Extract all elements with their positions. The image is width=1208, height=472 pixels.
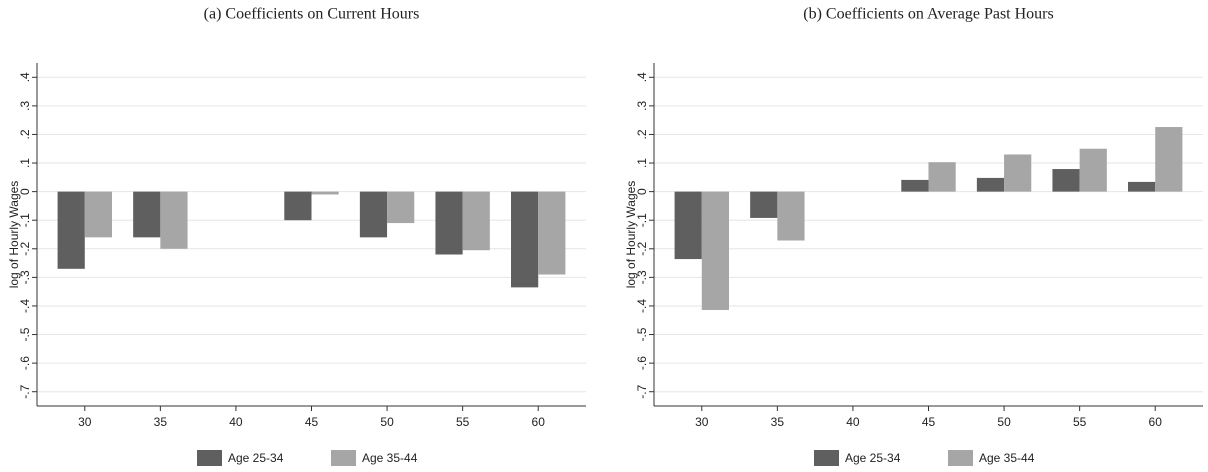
- bar: [1079, 148, 1107, 192]
- y-tick-label: .4: [635, 72, 649, 82]
- legend-swatch: [331, 450, 356, 466]
- y-tick-label: -.2: [635, 241, 649, 255]
- y-tick-label: -.4: [18, 299, 32, 313]
- bar: [750, 191, 778, 218]
- x-tick-label: 50: [997, 415, 1011, 429]
- y-tick-label: -.1: [18, 213, 32, 227]
- bar: [1004, 154, 1032, 192]
- bar: [1128, 181, 1156, 192]
- x-tick-label: 55: [456, 415, 470, 429]
- bar: [387, 191, 415, 224]
- legend-label: Age 25-34: [845, 451, 901, 465]
- legend-label: Age 25-34: [228, 451, 284, 465]
- bar: [976, 177, 1005, 192]
- x-tick-label: 50: [380, 415, 394, 429]
- x-tick-label: 40: [229, 415, 243, 429]
- chart-title: (a) Coefficients on Current Hours: [204, 6, 420, 23]
- y-tick-label: -.5: [635, 327, 649, 341]
- legend-swatch: [197, 450, 222, 466]
- y-axis-label: log of Hourly Wages: [7, 181, 21, 289]
- y-tick-label: -.1: [635, 213, 649, 227]
- x-tick-label: 45: [922, 415, 936, 429]
- y-tick-label: -.2: [18, 241, 32, 255]
- bar: [538, 191, 566, 275]
- x-tick-label: 45: [305, 415, 319, 429]
- y-tick-label: -.3: [18, 270, 32, 284]
- y-tick-label: -.6: [18, 356, 32, 370]
- bar: [284, 191, 312, 221]
- chart-title: (b) Coefficients on Average Past Hours: [803, 6, 1053, 23]
- bar: [701, 191, 729, 310]
- bar: [1155, 127, 1183, 192]
- bar: [674, 191, 702, 260]
- bar: [311, 191, 339, 195]
- x-tick-label: 35: [154, 415, 168, 429]
- x-tick-label: 55: [1073, 415, 1087, 429]
- y-tick-label: -.6: [635, 356, 649, 370]
- y-tick-label: -.7: [635, 384, 649, 398]
- bar: [1052, 169, 1080, 192]
- bar: [435, 191, 463, 255]
- bar: [928, 162, 956, 192]
- legend-label: Age 35-44: [362, 451, 418, 465]
- y-tick-label: .1: [18, 158, 32, 168]
- y-tick-label: .2: [18, 129, 32, 139]
- y-tick-label: -.7: [18, 384, 32, 398]
- x-tick-label: 40: [846, 415, 860, 429]
- y-tick-label: .4: [18, 72, 32, 82]
- bar: [359, 191, 388, 238]
- x-tick-label: 35: [771, 415, 785, 429]
- bar: [462, 191, 490, 251]
- y-tick-label: 0: [18, 188, 32, 195]
- y-tick-label: .1: [635, 158, 649, 168]
- bar: [84, 191, 112, 238]
- y-tick-label: -.5: [18, 327, 32, 341]
- bar: [160, 191, 188, 249]
- bar: [133, 191, 161, 238]
- bar: [901, 179, 929, 192]
- y-tick-label: 0: [635, 188, 649, 195]
- legend-swatch: [948, 450, 973, 466]
- bar: [777, 191, 805, 241]
- y-axis-label: log of Hourly Wages: [624, 181, 638, 289]
- x-tick-label: 30: [78, 415, 92, 429]
- bar: [57, 191, 85, 269]
- bar: [511, 191, 539, 288]
- y-tick-label: .3: [635, 101, 649, 111]
- y-tick-label: .2: [635, 129, 649, 139]
- legend-swatch: [814, 450, 839, 466]
- y-tick-label: .3: [18, 101, 32, 111]
- y-tick-label: -.4: [635, 299, 649, 313]
- x-tick-label: 60: [1149, 415, 1163, 429]
- y-tick-label: -.3: [635, 270, 649, 284]
- x-tick-label: 60: [532, 415, 546, 429]
- x-tick-label: 30: [695, 415, 709, 429]
- legend-label: Age 35-44: [979, 451, 1035, 465]
